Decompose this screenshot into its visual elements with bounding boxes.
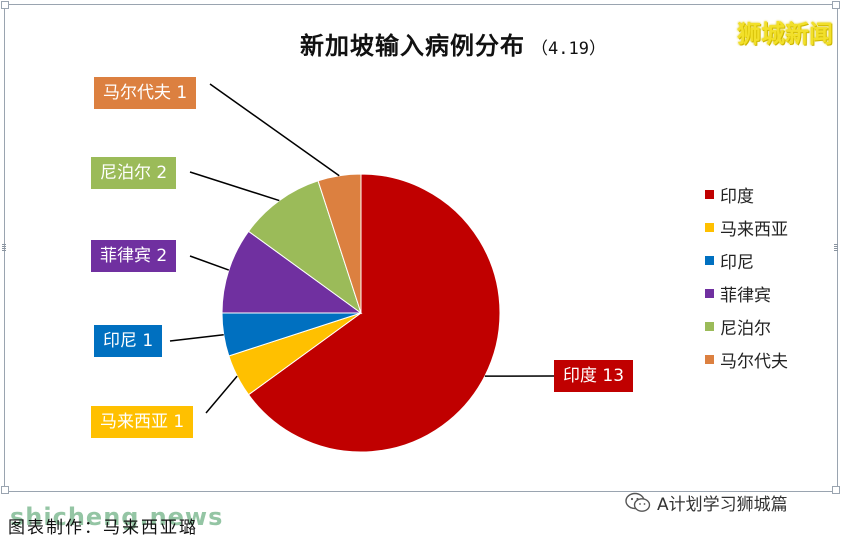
chart-legend: 印度马来西亚印尼菲律宾尼泊尔马尔代夫 [705,178,788,376]
leader-line-5 [209,83,340,177]
leader-line-1 [205,375,238,414]
legend-label-3: 菲律宾 [720,286,771,306]
watermark-logo-top: 狮城新闻 [737,20,833,48]
data-label-5: 马尔代夫 1 [94,77,197,109]
pie-slice-5 [317,173,362,314]
wechat-account-label: A计划学习狮城篇 [657,495,788,515]
data-label-2: 印尼 1 [94,325,163,357]
resize-handle-left[interactable] [2,244,6,252]
resize-handle-bottom-left[interactable] [1,486,9,494]
pie-slice-3 [221,230,363,314]
leader-line-3 [189,255,230,271]
resize-handle-bottom-right[interactable] [832,486,840,494]
data-label-1: 马来西亚 1 [91,406,194,438]
chart-title-text: 新加坡输入病例分布 [300,32,525,60]
chart-credit: 图表制作：马来西亚璐 [8,518,198,538]
data-label-3: 菲律宾 2 [91,240,177,272]
data-label-4: 尼泊尔 2 [91,157,177,189]
legend-label-5: 马尔代夫 [720,352,788,372]
legend-label-4: 尼泊尔 [720,319,771,339]
legend-swatch-1 [705,223,714,232]
legend-label-2: 印尼 [720,253,754,273]
resize-handle-top-left[interactable] [1,1,9,9]
legend-swatch-2 [705,256,714,265]
legend-item-0: 印度 [705,178,788,211]
pie-slice-4 [247,180,362,315]
legend-item-3: 菲律宾 [705,277,788,310]
legend-swatch-4 [705,322,714,331]
resize-handle-top-right[interactable] [832,1,840,9]
legend-swatch-0 [705,190,714,199]
resize-handle-right[interactable] [834,244,838,252]
legend-item-4: 尼泊尔 [705,310,788,343]
legend-label-1: 马来西亚 [720,220,788,240]
data-label-0: 印度 13 [554,360,634,392]
wechat-account: A计划学习狮城篇 [625,490,788,515]
legend-item-2: 印尼 [705,244,788,277]
chart-title: 新加坡输入病例分布 （4.19） [300,26,606,61]
legend-swatch-5 [705,355,714,364]
legend-item-1: 马来西亚 [705,211,788,244]
leader-line-4 [189,171,280,202]
legend-swatch-3 [705,289,714,298]
legend-item-5: 马尔代夫 [705,343,788,376]
legend-label-0: 印度 [720,187,754,207]
leader-line-2 [169,333,224,342]
chart-date: （4.19） [531,39,606,59]
wechat-icon [625,492,651,512]
watermark-bottom: shicheng.news [10,503,224,531]
